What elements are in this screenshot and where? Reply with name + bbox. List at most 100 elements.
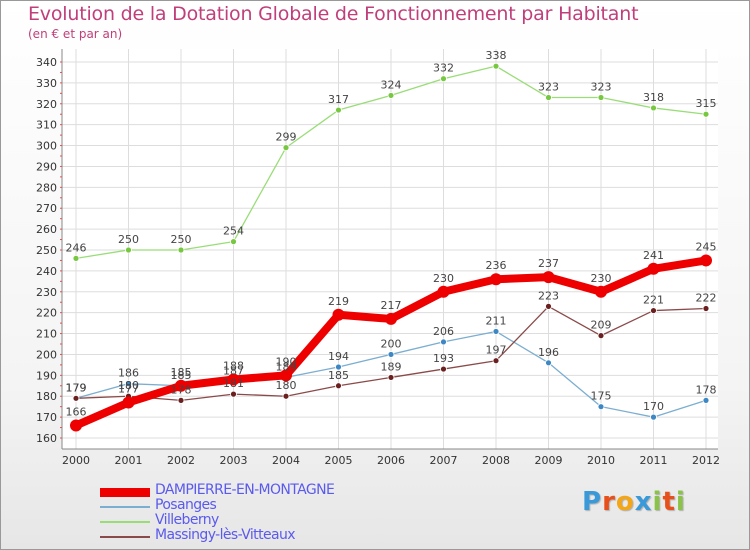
data-point (72, 254, 80, 262)
data-point (597, 94, 605, 101)
data-point (282, 144, 290, 152)
data-point (332, 308, 345, 321)
data-point (440, 75, 447, 83)
legend-swatch (100, 536, 150, 538)
legend-swatch (100, 487, 150, 497)
logo-letter: r (602, 487, 616, 517)
data-label: 211 (486, 314, 507, 327)
data-label: 230 (433, 272, 454, 285)
data-point (230, 238, 237, 246)
data-point (387, 351, 395, 358)
data-label: 180 (118, 379, 139, 392)
legend-swatch (100, 521, 150, 523)
data-point (335, 382, 342, 390)
data-point (700, 254, 712, 267)
data-point (650, 413, 657, 421)
data-label: 187 (223, 365, 244, 378)
data-point (125, 380, 132, 388)
data-point (440, 338, 447, 346)
data-label: 185 (171, 366, 192, 379)
y-tick-label: 200 (36, 348, 57, 361)
data-label: 217 (381, 299, 402, 312)
data-point (650, 307, 657, 314)
data-point (650, 104, 657, 112)
data-label: 193 (433, 352, 454, 365)
plot-area (62, 49, 718, 449)
chart-subtitle: (en € et par an) (28, 27, 123, 41)
data-point (702, 305, 710, 312)
data-point (177, 246, 185, 254)
data-point (492, 62, 500, 70)
y-tick-label: 340 (36, 56, 57, 69)
data-label: 230 (591, 272, 612, 285)
chart-title: Evolution de la Dotation Globale de Fonc… (28, 3, 639, 25)
data-label: 219 (328, 295, 349, 308)
x-tick-label: 2005 (325, 454, 353, 467)
legend-label: Massingy-lès-Vitteaux (155, 527, 296, 543)
data-label: 185 (328, 369, 349, 382)
data-label: 324 (381, 78, 402, 91)
data-label: 196 (538, 346, 559, 359)
data-point (545, 359, 552, 367)
legend-swatch (100, 506, 150, 508)
y-tick-label: 290 (36, 160, 57, 173)
data-label: 170 (643, 400, 664, 413)
data-label: 189 (381, 360, 402, 373)
data-point (280, 369, 292, 382)
legend-label: DAMPIERRE-EN-MONTAGNE (155, 482, 335, 498)
data-label: 332 (433, 62, 454, 75)
data-label: 181 (223, 377, 244, 390)
data-point (122, 396, 135, 409)
x-tick-label: 2008 (482, 454, 510, 467)
data-point (490, 273, 502, 286)
proxiti-logo: Proxiti (582, 487, 686, 517)
y-tick-label: 160 (36, 432, 57, 445)
data-point (282, 392, 290, 400)
data-label: 338 (486, 49, 507, 62)
data-label: 315 (696, 97, 717, 110)
data-label: 317 (328, 93, 349, 106)
data-label: 175 (591, 390, 612, 403)
data-label: 323 (591, 81, 612, 94)
data-point (335, 106, 342, 114)
x-tick-label: 2010 (587, 454, 615, 467)
data-label: 250 (171, 233, 192, 246)
data-label: 178 (171, 383, 192, 396)
x-tick-label: 2012 (692, 454, 720, 467)
data-point (125, 246, 132, 254)
data-point (702, 110, 710, 118)
y-tick-label: 270 (36, 202, 57, 215)
y-tick-label: 170 (36, 411, 57, 424)
data-label: 236 (486, 259, 507, 272)
x-tick-label: 2000 (62, 454, 90, 467)
data-point (230, 390, 237, 398)
data-point (440, 365, 447, 373)
logo-letter: t (662, 487, 676, 517)
data-label: 223 (538, 289, 559, 302)
data-label: 166 (66, 405, 87, 418)
x-tick-label: 2001 (115, 454, 143, 467)
data-label: 178 (696, 383, 717, 396)
data-point (647, 262, 660, 275)
data-label: 241 (643, 249, 664, 262)
data-label: 222 (696, 291, 717, 304)
data-label: 323 (538, 81, 559, 94)
data-label: 200 (381, 337, 402, 350)
y-tick-label: 320 (36, 98, 57, 111)
data-label: 206 (433, 325, 454, 338)
data-point (385, 312, 397, 325)
logo-letter: i (675, 487, 686, 517)
y-tick-label: 230 (36, 286, 57, 299)
data-label: 186 (118, 367, 139, 380)
data-label: 180 (276, 379, 297, 392)
data-label: 209 (591, 319, 612, 332)
y-tick-label: 180 (36, 390, 57, 403)
data-label: 194 (328, 350, 349, 363)
data-label: 318 (643, 91, 664, 104)
data-point (387, 374, 395, 381)
data-label: 197 (486, 344, 507, 357)
data-point (702, 396, 710, 404)
data-label: 179 (66, 381, 87, 394)
y-tick-label: 330 (36, 77, 57, 90)
